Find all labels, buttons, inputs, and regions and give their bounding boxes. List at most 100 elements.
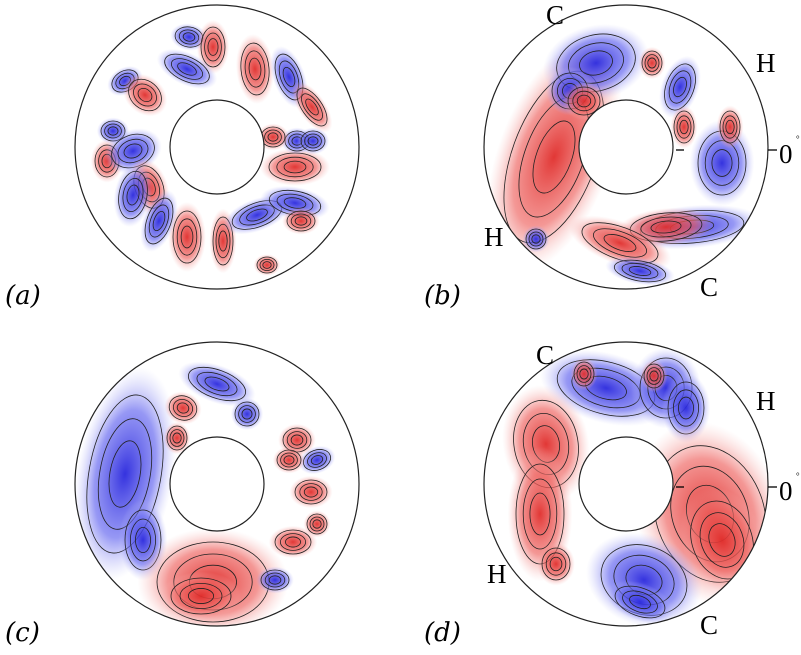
contour-line <box>276 449 302 471</box>
contour-line <box>307 136 319 146</box>
warm-anomaly-lobe <box>196 20 230 74</box>
contour-line <box>276 156 314 178</box>
contour-line <box>579 368 589 380</box>
warm-anomaly-lobe <box>568 215 672 271</box>
contour-line <box>164 53 210 85</box>
contour-line <box>522 478 558 550</box>
warm-anomaly-lobe <box>268 525 318 559</box>
contour-line <box>260 569 290 591</box>
contour-line <box>176 402 190 414</box>
cool-anomaly-lobe <box>605 256 675 286</box>
panel-b-degree: ° <box>796 134 800 144</box>
panel-b-hot-left: H <box>484 222 504 252</box>
contour-line <box>248 57 262 81</box>
contour-line <box>310 455 324 465</box>
contour-line <box>204 376 230 392</box>
contour-line <box>708 523 736 557</box>
contour-line <box>172 399 194 417</box>
warm-anomaly-lobe <box>289 475 333 509</box>
panel-b-zero: 0 <box>779 139 793 169</box>
contour-line <box>301 93 323 121</box>
contour-line <box>576 94 592 108</box>
contour-line <box>200 26 226 68</box>
contour-line <box>182 32 196 42</box>
contour-line <box>122 177 144 213</box>
contour-line <box>187 588 214 604</box>
contour-line <box>172 432 182 444</box>
panel-b-hot-right: H <box>756 48 776 78</box>
panel-d-inner-boundary <box>578 436 674 532</box>
contour-line <box>309 516 325 532</box>
contour-line <box>576 365 592 383</box>
contour-line <box>283 160 307 174</box>
contour-line <box>532 120 576 194</box>
contour-line <box>129 518 156 562</box>
contour-line <box>218 230 228 252</box>
cool-anomaly-lobe <box>140 190 178 252</box>
contour-line <box>549 556 563 572</box>
contour-line <box>614 585 666 619</box>
contour-line <box>650 220 682 234</box>
panel-d-hot-right: H <box>756 386 776 416</box>
contour-line <box>283 455 295 465</box>
contour-line <box>673 76 687 98</box>
cool-anomaly-lobe <box>178 361 256 407</box>
panel-b-outer-boundary <box>483 4 769 290</box>
contour-line <box>170 58 204 80</box>
contour-line <box>290 434 304 446</box>
panel-a-field <box>90 20 333 276</box>
contour-line <box>646 367 662 385</box>
panel-d-label: (d) <box>424 618 461 648</box>
contour-line <box>699 512 745 568</box>
panel-d-outer-boundary <box>483 341 769 627</box>
contour-line <box>238 405 256 423</box>
cool-anomaly-lobe <box>659 55 701 119</box>
contour-line <box>622 590 658 614</box>
contour-line <box>673 110 695 144</box>
contour-line <box>676 115 692 139</box>
warm-anomaly-lobe <box>562 82 606 120</box>
contour-line <box>104 123 122 139</box>
cool-anomaly-lobe <box>296 127 330 155</box>
contour-line <box>234 401 260 427</box>
contour-line <box>241 408 253 420</box>
panel-d-zero: 0 <box>779 476 793 506</box>
panel-b-cold-top: C <box>546 0 564 30</box>
contour-line <box>152 210 166 232</box>
contour-line <box>621 263 659 279</box>
cool-anomaly-lobe <box>256 566 294 594</box>
contour-line <box>256 256 278 274</box>
warm-anomaly-lobe <box>163 421 191 455</box>
warm-anomaly-lobe <box>272 446 306 474</box>
contour-line <box>108 440 142 508</box>
panel-a-inner-boundary <box>169 99 265 195</box>
contour-line <box>572 90 596 112</box>
contour-line <box>304 133 322 149</box>
contour-line <box>170 577 232 615</box>
warm-anomaly-lobe <box>122 73 168 117</box>
warm-anomaly-lobe <box>282 207 320 235</box>
panel-b-label: (b) <box>424 281 461 311</box>
contour-line <box>303 486 319 498</box>
contour-line <box>97 418 153 530</box>
panel-d-degree: ° <box>796 471 800 481</box>
contour-line <box>307 452 327 468</box>
contour-line <box>118 170 148 220</box>
contour-line <box>641 50 663 76</box>
warm-anomaly-lobe <box>537 542 575 586</box>
cool-anomaly-lobe <box>113 162 153 228</box>
panel-d: C H 0 ° H C (d) <box>424 340 800 648</box>
contour-line <box>188 366 246 402</box>
contour-line <box>176 218 198 256</box>
panel-c-outer-boundary <box>74 341 360 627</box>
contour-line <box>628 266 652 276</box>
contour-line <box>528 231 544 247</box>
contour-line <box>137 87 153 103</box>
contour-line <box>168 395 198 421</box>
warm-anomaly-lobe <box>638 46 666 80</box>
warm-anomaly-lobe <box>303 510 331 538</box>
panel-b-field <box>486 23 762 286</box>
contour-line <box>678 396 694 420</box>
panel-b-cold-bottom: C <box>700 272 718 302</box>
warm-anomaly-lobe <box>716 105 744 149</box>
